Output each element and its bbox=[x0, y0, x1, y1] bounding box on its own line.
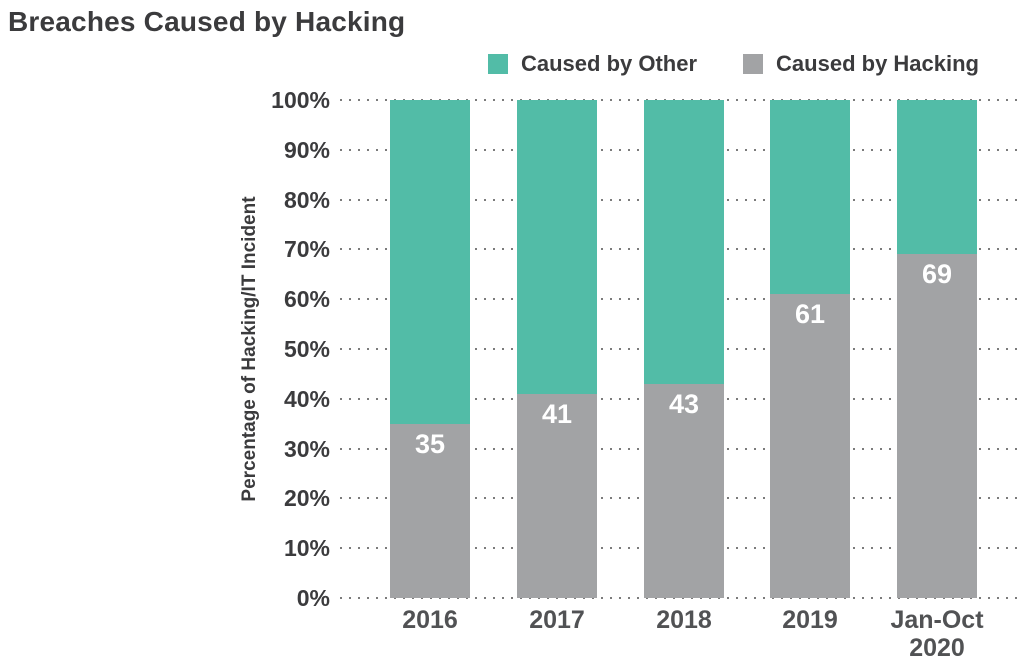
bar-segment-other bbox=[390, 100, 470, 424]
x-tick-label-2018: 2018 bbox=[656, 606, 712, 634]
bar-value-label: 41 bbox=[541, 398, 573, 429]
bar-segment-hacking: 61 bbox=[770, 294, 850, 598]
bar-value-label: 43 bbox=[668, 388, 700, 419]
bar-2018: 43 bbox=[644, 100, 724, 598]
y-tick-label: 20% bbox=[283, 485, 330, 512]
plot-area: 35 41 43 61 69 bbox=[340, 99, 1018, 599]
chart-title: Breaches Caused by Hacking bbox=[8, 6, 406, 37]
y-tick-label: 100% bbox=[271, 87, 330, 113]
bar-2017: 41 bbox=[517, 100, 597, 598]
y-axis-ticks: 0% 10% 20% 30% 40% 50% 60% 70% 80% 90% 100% bbox=[0, 0, 330, 670]
legend-swatch-hacking-icon bbox=[743, 54, 764, 74]
x-axis-ticks: 2016 2017 2018 2019 Jan-Oct 2020 bbox=[340, 606, 1018, 666]
y-tick-label: 50% bbox=[283, 336, 330, 362]
legend-item-caused-by-other: Caused by Other bbox=[488, 51, 697, 77]
bar-value-label: 61 bbox=[794, 299, 826, 330]
bar-segment-hacking: 35 bbox=[390, 423, 470, 598]
bar-value-label: 69 bbox=[921, 259, 953, 290]
x-tick-label-2017: 2017 bbox=[529, 606, 585, 634]
y-tick-label: 10% bbox=[283, 535, 330, 562]
bar-segment-other bbox=[897, 100, 977, 255]
bar-segment-hacking: 69 bbox=[897, 254, 977, 598]
bar-segment-other bbox=[517, 100, 597, 394]
bar-2016: 35 bbox=[390, 100, 470, 598]
bar-2019: 61 bbox=[770, 100, 850, 598]
x-tick-label-jan-oct-2020: Jan-Oct 2020 bbox=[890, 606, 984, 662]
legend-item-caused-by-hacking: Caused by Hacking bbox=[743, 51, 979, 77]
y-tick-label: 40% bbox=[283, 385, 330, 412]
legend-swatch-other-icon bbox=[488, 54, 508, 74]
bar-segment-hacking: 43 bbox=[644, 383, 724, 598]
legend-label-hacking: Caused by Hacking bbox=[776, 51, 979, 76]
bar-segment-other bbox=[770, 100, 850, 295]
y-tick-label: 0% bbox=[296, 585, 330, 611]
y-tick-label: 70% bbox=[283, 236, 330, 263]
legend: Caused by Other Caused by Hacking bbox=[488, 51, 979, 77]
bar-segment-other bbox=[644, 100, 724, 384]
legend-label-other: Caused by Other bbox=[521, 51, 698, 76]
y-tick-label: 30% bbox=[283, 435, 330, 462]
bar-segment-hacking: 41 bbox=[517, 393, 597, 598]
y-tick-label: 90% bbox=[283, 136, 330, 163]
bar-value-label: 35 bbox=[414, 428, 446, 459]
x-tick-label-2016: 2016 bbox=[402, 606, 458, 634]
y-tick-label: 80% bbox=[283, 186, 330, 213]
bar-jan-oct-2020: 69 bbox=[897, 100, 977, 598]
y-tick-label: 60% bbox=[283, 286, 330, 313]
gridline bbox=[340, 597, 1018, 599]
x-tick-label-2019: 2019 bbox=[782, 606, 838, 634]
